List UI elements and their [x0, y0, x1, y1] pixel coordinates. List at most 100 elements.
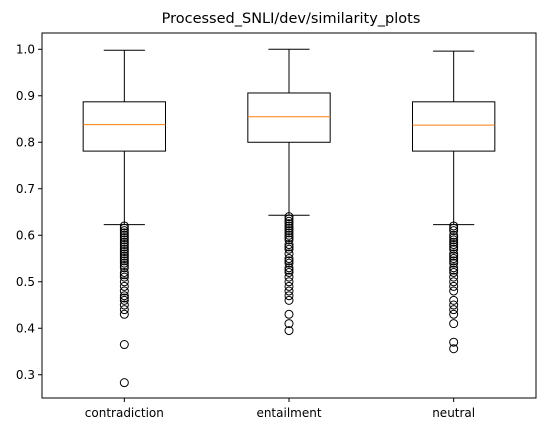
outlier-point	[284, 254, 294, 264]
outlier-point	[449, 223, 459, 233]
outlier-point	[119, 221, 129, 231]
outlier-point	[284, 272, 294, 282]
outlier-point	[119, 258, 129, 268]
iqr-box	[412, 101, 496, 152]
outlier-point	[119, 249, 129, 259]
outlier-point	[449, 233, 459, 243]
y-tick-label: 0.7	[16, 182, 35, 196]
outlier-point	[119, 267, 129, 277]
outlier-point	[119, 263, 129, 273]
y-tick-label: 0.3	[16, 368, 35, 382]
outlier-point	[284, 244, 294, 254]
outlier-point	[284, 214, 294, 224]
outlier-point	[119, 309, 129, 319]
outlier-point	[449, 242, 459, 252]
outlier-point	[449, 300, 459, 310]
outlier-point	[284, 319, 294, 329]
x-tick-label: neutral	[432, 406, 475, 420]
outlier-point	[119, 260, 129, 270]
outlier-point	[449, 256, 459, 266]
outlier-point	[449, 237, 459, 247]
outlier-point	[119, 270, 129, 280]
outlier-point	[449, 267, 459, 277]
outlier-point	[284, 242, 294, 252]
outlier-point	[449, 254, 459, 264]
outlier-point	[119, 233, 129, 243]
outlier-point	[449, 226, 459, 236]
outlier-point	[119, 235, 129, 245]
outlier-point	[449, 240, 459, 250]
plot-area: 0.3 0.4 0.5 0.6 0.7 0.8 0.9 1.0 contradiction ent…	[16, 32, 537, 420]
outlier-point	[284, 295, 294, 305]
outlier-point	[284, 267, 294, 277]
outlier-point	[119, 293, 129, 303]
outlier-point	[284, 212, 294, 222]
x-tick-label: contradiction	[85, 406, 164, 420]
outlier-point	[284, 263, 294, 273]
outlier-point	[284, 240, 294, 250]
outlier-point	[119, 378, 129, 388]
outlier-point	[449, 230, 459, 240]
outlier-point	[284, 219, 294, 229]
outlier-point	[284, 235, 294, 245]
chart-title: Processed_SNLI/dev/similarity_plots	[162, 11, 421, 27]
outlier-point	[119, 277, 129, 287]
outlier-point	[449, 319, 459, 329]
outlier-point	[284, 265, 294, 275]
outlier-point	[119, 254, 129, 264]
outlier-point	[119, 242, 129, 252]
outlier-point	[449, 277, 459, 287]
y-tick-label: 0.5	[16, 275, 35, 289]
y-tick-label: 0.6	[16, 228, 35, 242]
outlier-point	[449, 281, 459, 291]
outlier-point	[119, 223, 129, 233]
outlier-point	[284, 258, 294, 268]
outlier-point	[449, 344, 459, 354]
outlier-point	[119, 237, 129, 247]
x-tick-label: entailment	[256, 406, 321, 420]
outlier-point	[284, 221, 294, 231]
outlier-point	[119, 300, 129, 310]
outlier-point	[284, 233, 294, 243]
outlier-point	[449, 263, 459, 273]
y-tick-label: 0.4	[16, 321, 35, 335]
outlier-point	[284, 277, 294, 287]
y-tick-label: 0.9	[16, 89, 35, 103]
iqr-box	[82, 101, 166, 152]
outlier-point	[119, 305, 129, 315]
outlier-point	[284, 216, 294, 226]
outlier-point	[284, 326, 294, 336]
outlier-point	[119, 340, 129, 350]
outlier-point	[119, 272, 129, 282]
outlier-point	[449, 337, 459, 347]
outlier-point	[284, 228, 294, 238]
y-tick-label: 0.8	[16, 135, 35, 149]
outlier-point	[449, 286, 459, 296]
outlier-point	[449, 251, 459, 261]
outlier-point	[449, 244, 459, 254]
outlier-point	[119, 286, 129, 296]
outlier-point	[284, 309, 294, 319]
outlier-point	[119, 256, 129, 266]
outlier-point	[449, 309, 459, 319]
iqr-box	[247, 92, 331, 143]
outlier-point	[119, 291, 129, 301]
outlier-point	[284, 291, 294, 301]
outlier-point	[449, 249, 459, 259]
outlier-point	[119, 226, 129, 236]
outlier-point	[284, 230, 294, 240]
y-tick-label: 1.0	[16, 42, 35, 56]
outlier-point	[119, 247, 129, 257]
outlier-point	[284, 281, 294, 291]
outlier-point	[119, 295, 129, 305]
outlier-point	[119, 240, 129, 250]
outlier-point	[449, 295, 459, 305]
outlier-point	[449, 265, 459, 275]
outlier-point	[119, 281, 129, 291]
outlier-point	[284, 226, 294, 236]
outlier-point	[449, 272, 459, 282]
outlier-point	[449, 221, 459, 231]
outlier-point	[449, 305, 459, 315]
outlier-point	[119, 228, 129, 238]
